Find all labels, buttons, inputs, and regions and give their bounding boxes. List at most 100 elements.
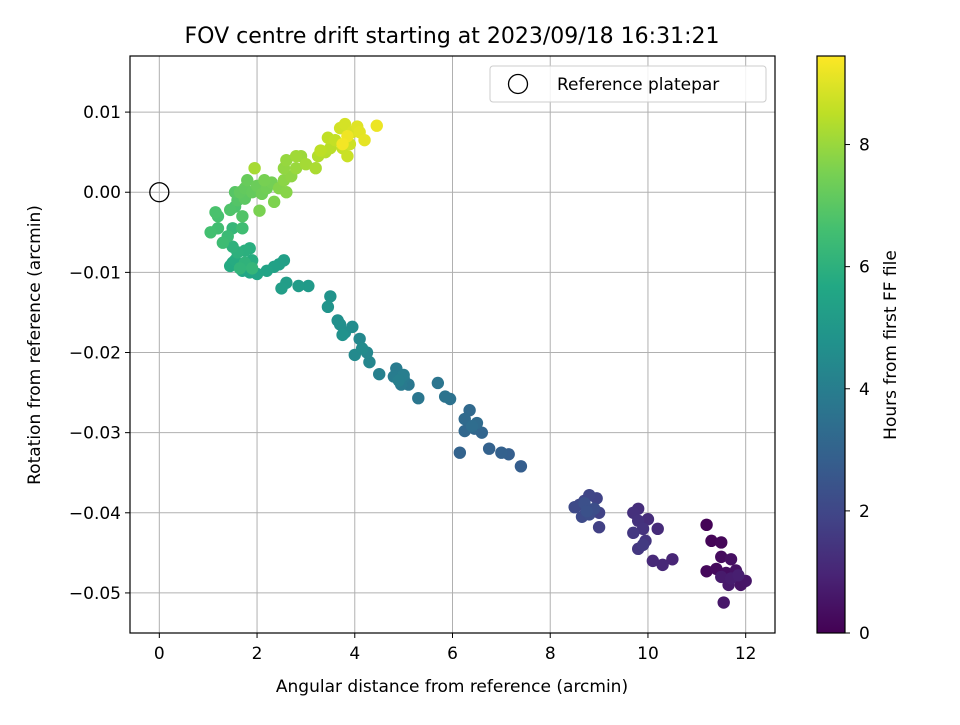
data-point xyxy=(336,328,349,342)
chart-title: FOV centre drift starting at 2023/09/18 … xyxy=(185,24,720,49)
data-point xyxy=(715,550,728,564)
data-point xyxy=(289,161,303,175)
data-point xyxy=(324,290,337,303)
colorbar: 0 2 4 6 8 Hours from first FF file xyxy=(816,55,901,644)
colorbar-tick-label: 0 xyxy=(859,624,870,644)
data-point xyxy=(656,558,669,572)
data-point xyxy=(358,133,371,147)
grid xyxy=(130,56,775,633)
x-tick-label: 10 xyxy=(637,644,659,664)
x-tick-label: 6 xyxy=(447,644,458,664)
colorbar-tick-label: 8 xyxy=(859,136,870,156)
data-point xyxy=(724,553,738,566)
data-point xyxy=(236,210,249,223)
data-point xyxy=(321,300,335,314)
y-tick-label: −0.02 xyxy=(69,344,121,364)
data-point xyxy=(275,282,288,295)
colorbar-ticks: 0 2 4 6 8 xyxy=(845,136,870,644)
reference-platepar-marker xyxy=(149,182,170,203)
data-point xyxy=(302,279,315,293)
data-point xyxy=(280,186,293,199)
data-point xyxy=(700,565,713,578)
data-point xyxy=(331,314,344,327)
legend-box xyxy=(489,65,767,103)
data-point xyxy=(336,137,349,151)
data-point xyxy=(289,149,303,163)
data-point xyxy=(209,206,222,219)
data-point xyxy=(204,226,217,239)
data-point xyxy=(715,570,728,584)
data-point xyxy=(258,174,271,187)
data-point xyxy=(717,596,730,609)
data-point xyxy=(216,236,230,249)
data-point xyxy=(627,526,640,540)
data-point xyxy=(223,203,237,217)
y-tick-label: −0.01 xyxy=(69,263,121,283)
data-point xyxy=(495,446,508,459)
colorbar-tick-label: 4 xyxy=(859,380,870,400)
data-point xyxy=(233,262,247,275)
data-point xyxy=(732,569,745,582)
data-point xyxy=(363,355,376,369)
data-point xyxy=(373,367,386,381)
data-point xyxy=(592,521,606,534)
colorbar-label: Hours from first FF file xyxy=(881,250,901,440)
y-axis-label: Rotation from reference (arcmin) xyxy=(25,205,45,485)
data-point xyxy=(666,553,679,566)
colorbar-gradient xyxy=(816,55,846,634)
data-point xyxy=(700,518,713,532)
data-point xyxy=(260,264,274,277)
data-point xyxy=(355,342,369,355)
data-point xyxy=(465,420,479,433)
data-point xyxy=(280,153,293,167)
data-point xyxy=(514,460,528,473)
x-tick-label: 2 xyxy=(252,644,263,664)
data-point xyxy=(412,391,425,405)
data-point xyxy=(353,332,366,346)
data-point xyxy=(226,240,239,253)
x-axis-label: Angular distance from reference (arcmin) xyxy=(276,677,628,697)
x-tick-label: 8 xyxy=(545,644,556,664)
legend-marker-open-circle xyxy=(507,73,529,95)
data-point xyxy=(453,446,467,459)
colorbar-tick-label: 2 xyxy=(859,502,870,522)
x-tick-label: 4 xyxy=(349,644,360,664)
data-point xyxy=(392,374,405,387)
x-tick-label: 12 xyxy=(735,644,757,664)
x-axis-ticks: 0 2 4 6 8 10 12 xyxy=(154,633,757,664)
data-point xyxy=(341,149,354,163)
data-point xyxy=(292,279,305,293)
legend: Reference platepar xyxy=(489,65,767,103)
data-point xyxy=(236,222,249,235)
data-point xyxy=(253,204,266,217)
y-axis-ticks: 0.01 0.00 −0.01 −0.02 −0.03 −0.04 −0.05 xyxy=(69,103,130,604)
colorbar-tick-label: 6 xyxy=(859,258,870,278)
legend-label-reference-platepar: Reference platepar xyxy=(557,75,719,95)
data-point xyxy=(641,513,655,526)
data-point xyxy=(245,262,259,275)
data-point xyxy=(370,119,383,132)
data-point xyxy=(267,195,281,209)
data-point xyxy=(636,522,650,536)
scatter-points xyxy=(149,117,752,609)
x-tick-label: 0 xyxy=(154,644,165,664)
y-tick-label: −0.04 xyxy=(69,504,121,524)
data-point xyxy=(568,500,581,514)
data-point xyxy=(338,117,352,131)
y-tick-label: 0.00 xyxy=(83,183,121,203)
data-point xyxy=(646,554,660,568)
y-tick-label: −0.05 xyxy=(69,584,121,604)
data-point xyxy=(299,157,313,171)
data-point xyxy=(241,174,254,187)
data-point xyxy=(482,442,496,455)
data-point xyxy=(314,144,327,157)
data-point xyxy=(636,538,650,552)
data-point xyxy=(309,161,322,175)
data-point xyxy=(431,376,445,390)
y-tick-label: 0.01 xyxy=(83,103,121,123)
data-point xyxy=(705,534,718,548)
data-point xyxy=(651,522,664,536)
y-tick-label: −0.03 xyxy=(69,424,121,444)
data-point xyxy=(715,536,728,549)
